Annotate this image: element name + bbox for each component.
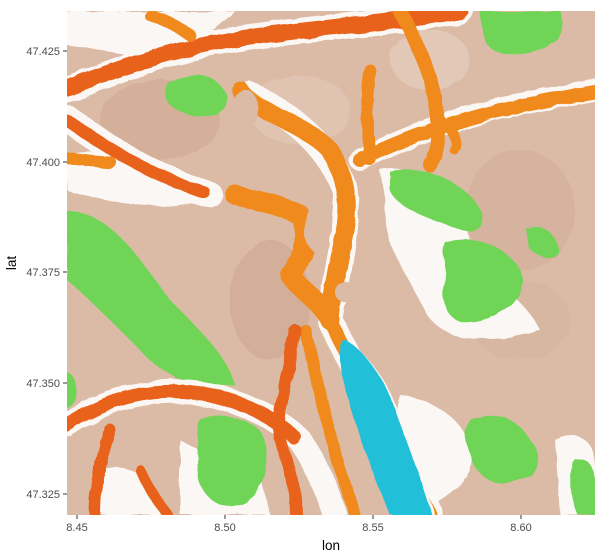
y-tick-label: 47.425 bbox=[26, 46, 60, 58]
x-tick-label: 8.50 bbox=[214, 522, 235, 534]
road bbox=[435, 115, 462, 155]
green-area bbox=[570, 459, 595, 515]
road bbox=[67, 384, 302, 445]
road bbox=[67, 114, 211, 199]
x-axis-title: lon bbox=[322, 538, 340, 553]
road-islands bbox=[231, 90, 355, 302]
x-tick-label: 8.60 bbox=[510, 522, 531, 534]
road bbox=[225, 185, 340, 330]
road bbox=[299, 324, 361, 515]
green-area bbox=[67, 372, 78, 408]
green-area bbox=[465, 415, 539, 484]
road bbox=[272, 324, 302, 515]
road bbox=[393, 11, 446, 172]
x-tick-label: 8.45 bbox=[66, 522, 87, 534]
y-tick-label: 47.400 bbox=[26, 157, 60, 169]
road bbox=[353, 85, 595, 167]
y-tick-label: 47.375 bbox=[26, 267, 60, 279]
green-areas bbox=[67, 11, 595, 515]
lake bbox=[340, 340, 435, 515]
x-tick-label: 8.55 bbox=[362, 522, 383, 534]
road bbox=[144, 11, 196, 41]
lake-water bbox=[340, 340, 432, 515]
road bbox=[67, 152, 116, 168]
y-axis-title: lat bbox=[4, 256, 19, 271]
y-tick-label: 47.350 bbox=[26, 378, 60, 390]
green-area bbox=[390, 168, 482, 232]
green-area bbox=[442, 239, 522, 323]
green-area bbox=[165, 74, 227, 118]
x-axis bbox=[76, 515, 522, 519]
green-area bbox=[67, 211, 235, 387]
road bbox=[231, 81, 356, 329]
road bbox=[135, 465, 173, 515]
map-panel bbox=[67, 11, 595, 515]
y-tick-label: 47.325 bbox=[26, 489, 60, 501]
green-area bbox=[197, 416, 267, 506]
green-area bbox=[480, 11, 564, 55]
green-area bbox=[525, 226, 559, 258]
road bbox=[89, 424, 116, 515]
road bbox=[361, 64, 376, 166]
y-axis bbox=[63, 50, 67, 495]
